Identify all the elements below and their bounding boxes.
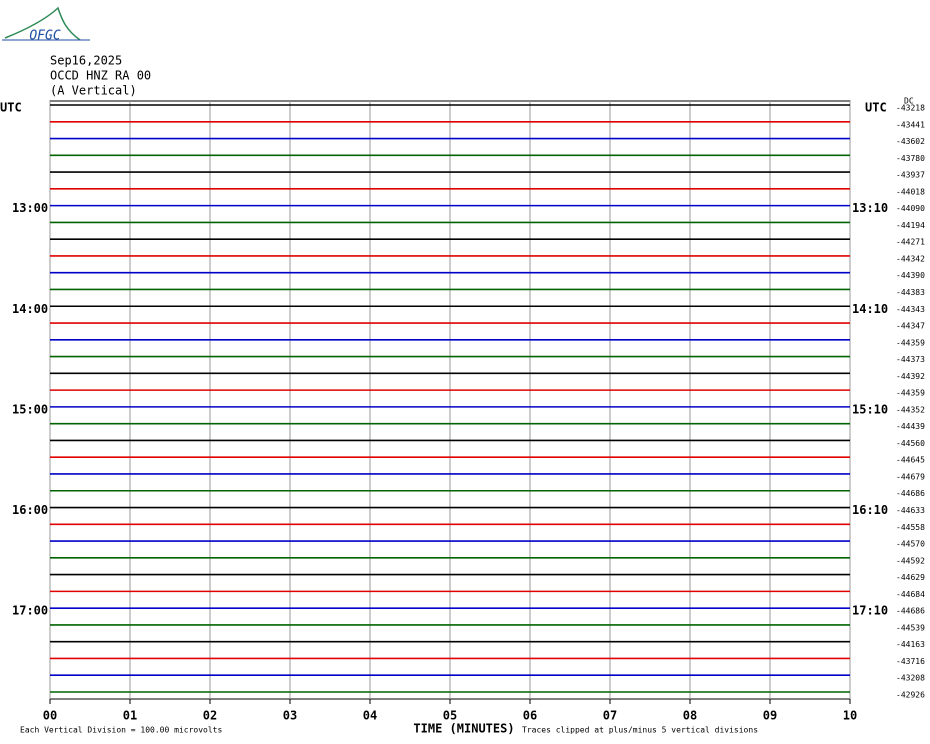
dc-offset: -44347 bbox=[896, 322, 925, 331]
dc-offset: -43218 bbox=[896, 104, 925, 113]
dc-offset: -44679 bbox=[896, 472, 925, 481]
dc-offset: -44558 bbox=[896, 523, 925, 532]
x-tick-label: 02 bbox=[203, 709, 217, 723]
dc-offset: -43208 bbox=[896, 674, 925, 683]
x-tick-label: 07 bbox=[603, 709, 617, 723]
right-time-label: 16:10 bbox=[852, 503, 888, 517]
dc-offset: -44392 bbox=[896, 372, 925, 381]
dc-offset: -44686 bbox=[896, 489, 925, 498]
left-time-label: 15:00 bbox=[12, 402, 48, 416]
title-line: (A Vertical) bbox=[50, 84, 137, 98]
dc-offset: -44163 bbox=[896, 640, 925, 649]
dc-offset: -43937 bbox=[896, 171, 925, 180]
dc-offset: -44570 bbox=[896, 540, 925, 549]
x-tick-label: 04 bbox=[363, 709, 377, 723]
dc-offset: -42926 bbox=[896, 691, 925, 700]
dc-offset: -44271 bbox=[896, 238, 925, 247]
logo-text: OFGC bbox=[29, 29, 60, 44]
left-time-label: 14:00 bbox=[12, 302, 48, 316]
dc-offset: -44383 bbox=[896, 288, 925, 297]
dc-offset: -44684 bbox=[896, 590, 925, 599]
x-tick-label: 10 bbox=[843, 709, 857, 723]
footer-right: Traces clipped at plus/minus 5 vertical … bbox=[522, 726, 758, 735]
dc-offset: -44629 bbox=[896, 573, 925, 582]
dc-offset: -43780 bbox=[896, 154, 925, 163]
title-line: OCCD HNZ RA 00 bbox=[50, 69, 151, 83]
footer-left: Each Vertical Division = 100.00 microvol… bbox=[20, 726, 222, 735]
x-axis-label: TIME (MINUTES) bbox=[413, 722, 514, 736]
dc-offset: -44633 bbox=[896, 506, 925, 515]
dc-offset: -44439 bbox=[896, 422, 925, 431]
x-tick-label: 01 bbox=[123, 709, 137, 723]
dc-offset: -44686 bbox=[896, 607, 925, 616]
right-time-label: 15:10 bbox=[852, 402, 888, 416]
dc-offset: -44359 bbox=[896, 338, 925, 347]
title-line: Sep16,2025 bbox=[50, 54, 122, 68]
x-tick-label: 06 bbox=[523, 709, 537, 723]
dc-offset: -43602 bbox=[896, 137, 925, 146]
dc-offset: -44090 bbox=[896, 204, 925, 213]
dc-offset: -44645 bbox=[896, 456, 925, 465]
right-time-label: 17:10 bbox=[852, 604, 888, 618]
dc-offset: -44373 bbox=[896, 355, 925, 364]
dc-offset: -44194 bbox=[896, 221, 925, 230]
x-tick-label: 00 bbox=[43, 709, 57, 723]
x-tick-label: 05 bbox=[443, 709, 457, 723]
dc-offset: -44352 bbox=[896, 405, 925, 414]
right-time-label: UTC bbox=[865, 101, 887, 115]
left-time-label: 13:00 bbox=[12, 201, 48, 215]
dc-offset: -44390 bbox=[896, 271, 925, 280]
dc-offset: -43441 bbox=[896, 120, 925, 129]
x-tick-label: 03 bbox=[283, 709, 297, 723]
right-time-label: 13:10 bbox=[852, 201, 888, 215]
dc-offset: -44592 bbox=[896, 556, 925, 565]
x-tick-label: 09 bbox=[763, 709, 777, 723]
dc-offset: -44343 bbox=[896, 305, 925, 314]
left-time-label: UTC bbox=[0, 101, 22, 115]
right-time-label: 14:10 bbox=[852, 302, 888, 316]
dc-offset: -44560 bbox=[896, 439, 925, 448]
left-time-label: 17:00 bbox=[12, 604, 48, 618]
left-time-label: 16:00 bbox=[12, 503, 48, 517]
logo-curve bbox=[4, 6, 81, 41]
dc-label: DC bbox=[904, 97, 914, 106]
dc-offset: -44359 bbox=[896, 389, 925, 398]
dc-offset: -44342 bbox=[896, 254, 925, 263]
x-tick-label: 08 bbox=[683, 709, 697, 723]
dc-offset: -43716 bbox=[896, 657, 925, 666]
dc-offset: -44539 bbox=[896, 623, 925, 632]
dc-offset: -44018 bbox=[896, 187, 925, 196]
